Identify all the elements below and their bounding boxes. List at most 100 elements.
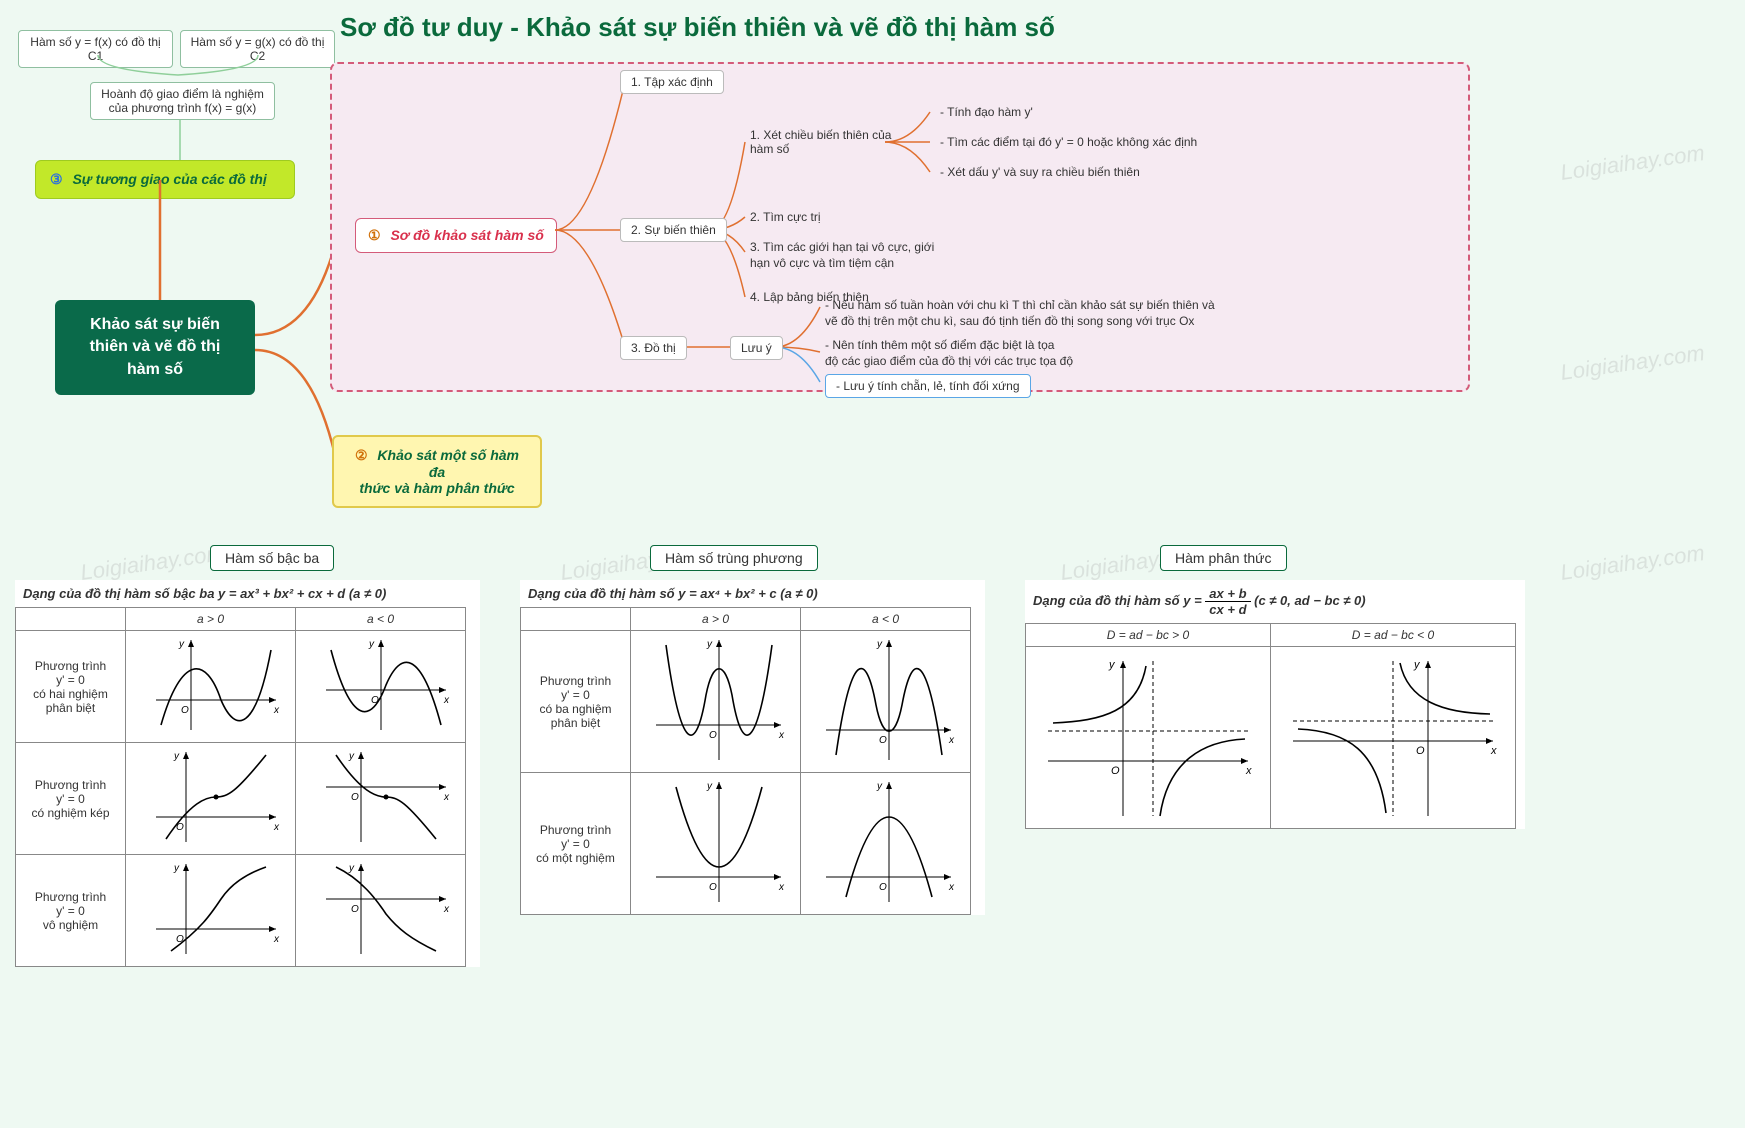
svg-text:O: O [181, 705, 189, 716]
svg-text:y: y [178, 639, 185, 650]
table-quartic: Dạng của đồ thị hàm số y = ax⁴ + bx² + c… [520, 580, 985, 915]
svg-text:y: y [876, 639, 883, 650]
step2-sub3a: 3. Tìm các giới hạn tại vô cực, giới [750, 240, 934, 254]
badge-2: ② [355, 447, 368, 463]
chart-cubic-none-pos: x y O [126, 855, 296, 967]
chart-cubic-none-neg: x y O [296, 855, 466, 967]
step3-note-label: Lưu ý [730, 336, 783, 360]
node-poly[interactable]: ② Khảo sát một số hàm đa thức và hàm phâ… [332, 435, 542, 508]
svg-text:y: y [348, 863, 355, 874]
svg-text:x: x [778, 730, 785, 741]
svg-text:O: O [709, 730, 717, 741]
col-b-neg: a < 0 [801, 608, 971, 631]
row-label: Phương trìnhy' = 0vô nghiệm [16, 855, 126, 967]
svg-text:O: O [879, 882, 887, 893]
row-label: Phương trìnhy' = 0có ba nghiệm phân biệt [521, 631, 631, 773]
row-label: Phương trìnhy' = 0có nghiệm kép [16, 743, 126, 855]
chart-cubic-2roots-neg: x y O [296, 631, 466, 743]
svg-text:y: y [173, 863, 180, 874]
svg-text:y: y [1413, 659, 1421, 671]
svg-text:y: y [706, 781, 713, 792]
section-c-label: Hàm phân thức [1160, 545, 1287, 571]
chart-cubic-double-pos: x y O [126, 743, 296, 855]
svg-text:x: x [273, 705, 280, 716]
connector [175, 120, 185, 160]
svg-text:x: x [1490, 745, 1497, 757]
svg-text:y: y [876, 781, 883, 792]
formula-a: Dạng của đồ thị hàm số bậc ba y = ax³ + … [15, 580, 480, 607]
svg-text:x: x [778, 882, 785, 893]
svg-text:O: O [351, 792, 359, 803]
section-b-label: Hàm số trùng phương [650, 545, 818, 571]
svg-text:y: y [368, 639, 375, 650]
step2-det-b: - Tìm các điểm tại đó y' = 0 hoặc không … [940, 135, 1197, 149]
step-3[interactable]: 3. Đồ thị [620, 336, 687, 360]
svg-text:x: x [948, 882, 955, 893]
svg-text:x: x [1245, 765, 1252, 777]
chart-quartic-1root-neg: x y O [801, 773, 971, 915]
page-title: Sơ đồ tư duy - Khảo sát sự biến thiên và… [340, 12, 1055, 43]
step-2[interactable]: 2. Sự biến thiên [620, 218, 727, 242]
col-c-pos: D = ad − bc > 0 [1026, 624, 1271, 647]
node-intersection[interactable]: ③ Sự tương giao của các đồ thị [35, 160, 295, 199]
step2-det-c: - Xét dấu y' và suy ra chiều biến thiên [940, 165, 1140, 179]
svg-text:y: y [706, 639, 713, 650]
root-line: hàm số [71, 359, 239, 381]
step2-sub2: 2. Tìm cực trị [750, 210, 820, 224]
chart-quartic-3roots-neg: x y O [801, 631, 971, 773]
svg-text:O: O [879, 735, 887, 746]
step2-det-a: - Tính đạo hàm y' [940, 105, 1033, 119]
formula-c: Dạng của đồ thị hàm số y = ax + b cx + d… [1025, 580, 1525, 623]
svg-text:x: x [443, 792, 450, 803]
chart-quartic-3roots-pos: x y O [631, 631, 801, 773]
chart-quartic-1root-pos: x y O [631, 773, 801, 915]
step3-b1: - Nên tính thêm một số điểm đặc biệt là … [825, 338, 1054, 352]
svg-text:O: O [1111, 765, 1120, 777]
svg-text:y: y [1108, 659, 1116, 671]
row-label: Phương trìnhy' = 0có hai nghiệm phân biệ… [16, 631, 126, 743]
col-c-neg: D = ad − bc < 0 [1271, 624, 1516, 647]
watermark: Loigiaihay.com [1559, 140, 1706, 186]
step2-sub3b: hạn vô cực và tìm tiệm cận [750, 256, 894, 270]
root-line: Khảo sát sự biến [71, 314, 239, 336]
svg-text:x: x [443, 695, 450, 706]
root-node[interactable]: Khảo sát sự biến thiên và vẽ đồ thị hàm … [55, 300, 255, 395]
chart-cubic-2roots-pos: x y O [126, 631, 296, 743]
svg-text:O: O [351, 904, 359, 915]
svg-text:O: O [1416, 745, 1425, 757]
section-a-label: Hàm số bậc ba [210, 545, 334, 571]
row-label: Phương trìnhy' = 0có một nghiệm [521, 773, 631, 915]
step3-b2: độ các giao điểm của đồ thị với các trục… [825, 354, 1073, 368]
table-rational: Dạng của đồ thị hàm số y = ax + b cx + d… [1025, 580, 1525, 829]
node-schema[interactable]: ① Sơ đồ khảo sát hàm số [355, 218, 557, 253]
step2-sub1: 1. Xét chiều biến thiên của hàm số [750, 128, 910, 156]
col-b-pos: a > 0 [631, 608, 801, 631]
svg-text:x: x [273, 822, 280, 833]
svg-text:x: x [273, 934, 280, 945]
svg-text:x: x [443, 904, 450, 915]
watermark: Loigiaihay.com [1559, 540, 1706, 586]
box-c2: Hàm số y = g(x) có đồ thị C2 [180, 30, 335, 68]
step-1[interactable]: 1. Tập xác định [620, 70, 724, 94]
box-c1: Hàm số y = f(x) có đồ thị C1 [18, 30, 173, 68]
step3-a2: vẽ đồ thị trên một chu kì, sau đó tịnh t… [825, 314, 1194, 328]
node-label: Sơ đồ khảo sát hàm số [390, 227, 543, 243]
table-cubic: Dạng của đồ thị hàm số bậc ba y = ax³ + … [15, 580, 480, 967]
node2-l2: thức và hàm phân thức [359, 480, 514, 496]
text-line: Hoành độ giao điểm là nghiệm [99, 87, 266, 101]
svg-text:x: x [948, 735, 955, 746]
box-intersect: Hoành độ giao điểm là nghiệm của phương … [90, 82, 275, 120]
node2-l1: Khảo sát một số hàm đa [377, 447, 519, 480]
svg-text:y: y [173, 751, 180, 762]
watermark: Loigiaihay.com [1559, 340, 1706, 386]
root-line: thiên và vẽ đồ thị [71, 336, 239, 358]
svg-text:O: O [709, 882, 717, 893]
col-a-neg: a < 0 [296, 608, 466, 631]
svg-text:y: y [348, 751, 355, 762]
chart-rational-neg: x y O [1271, 647, 1516, 829]
step3-c: - Lưu ý tính chẵn, lẻ, tính đối xứng [825, 374, 1031, 398]
col-a-pos: a > 0 [126, 608, 296, 631]
badge-3: ③ [50, 171, 63, 187]
chart-rational-pos: x y O [1026, 647, 1271, 829]
node-label: Sự tương giao của các đồ thị [72, 171, 266, 187]
